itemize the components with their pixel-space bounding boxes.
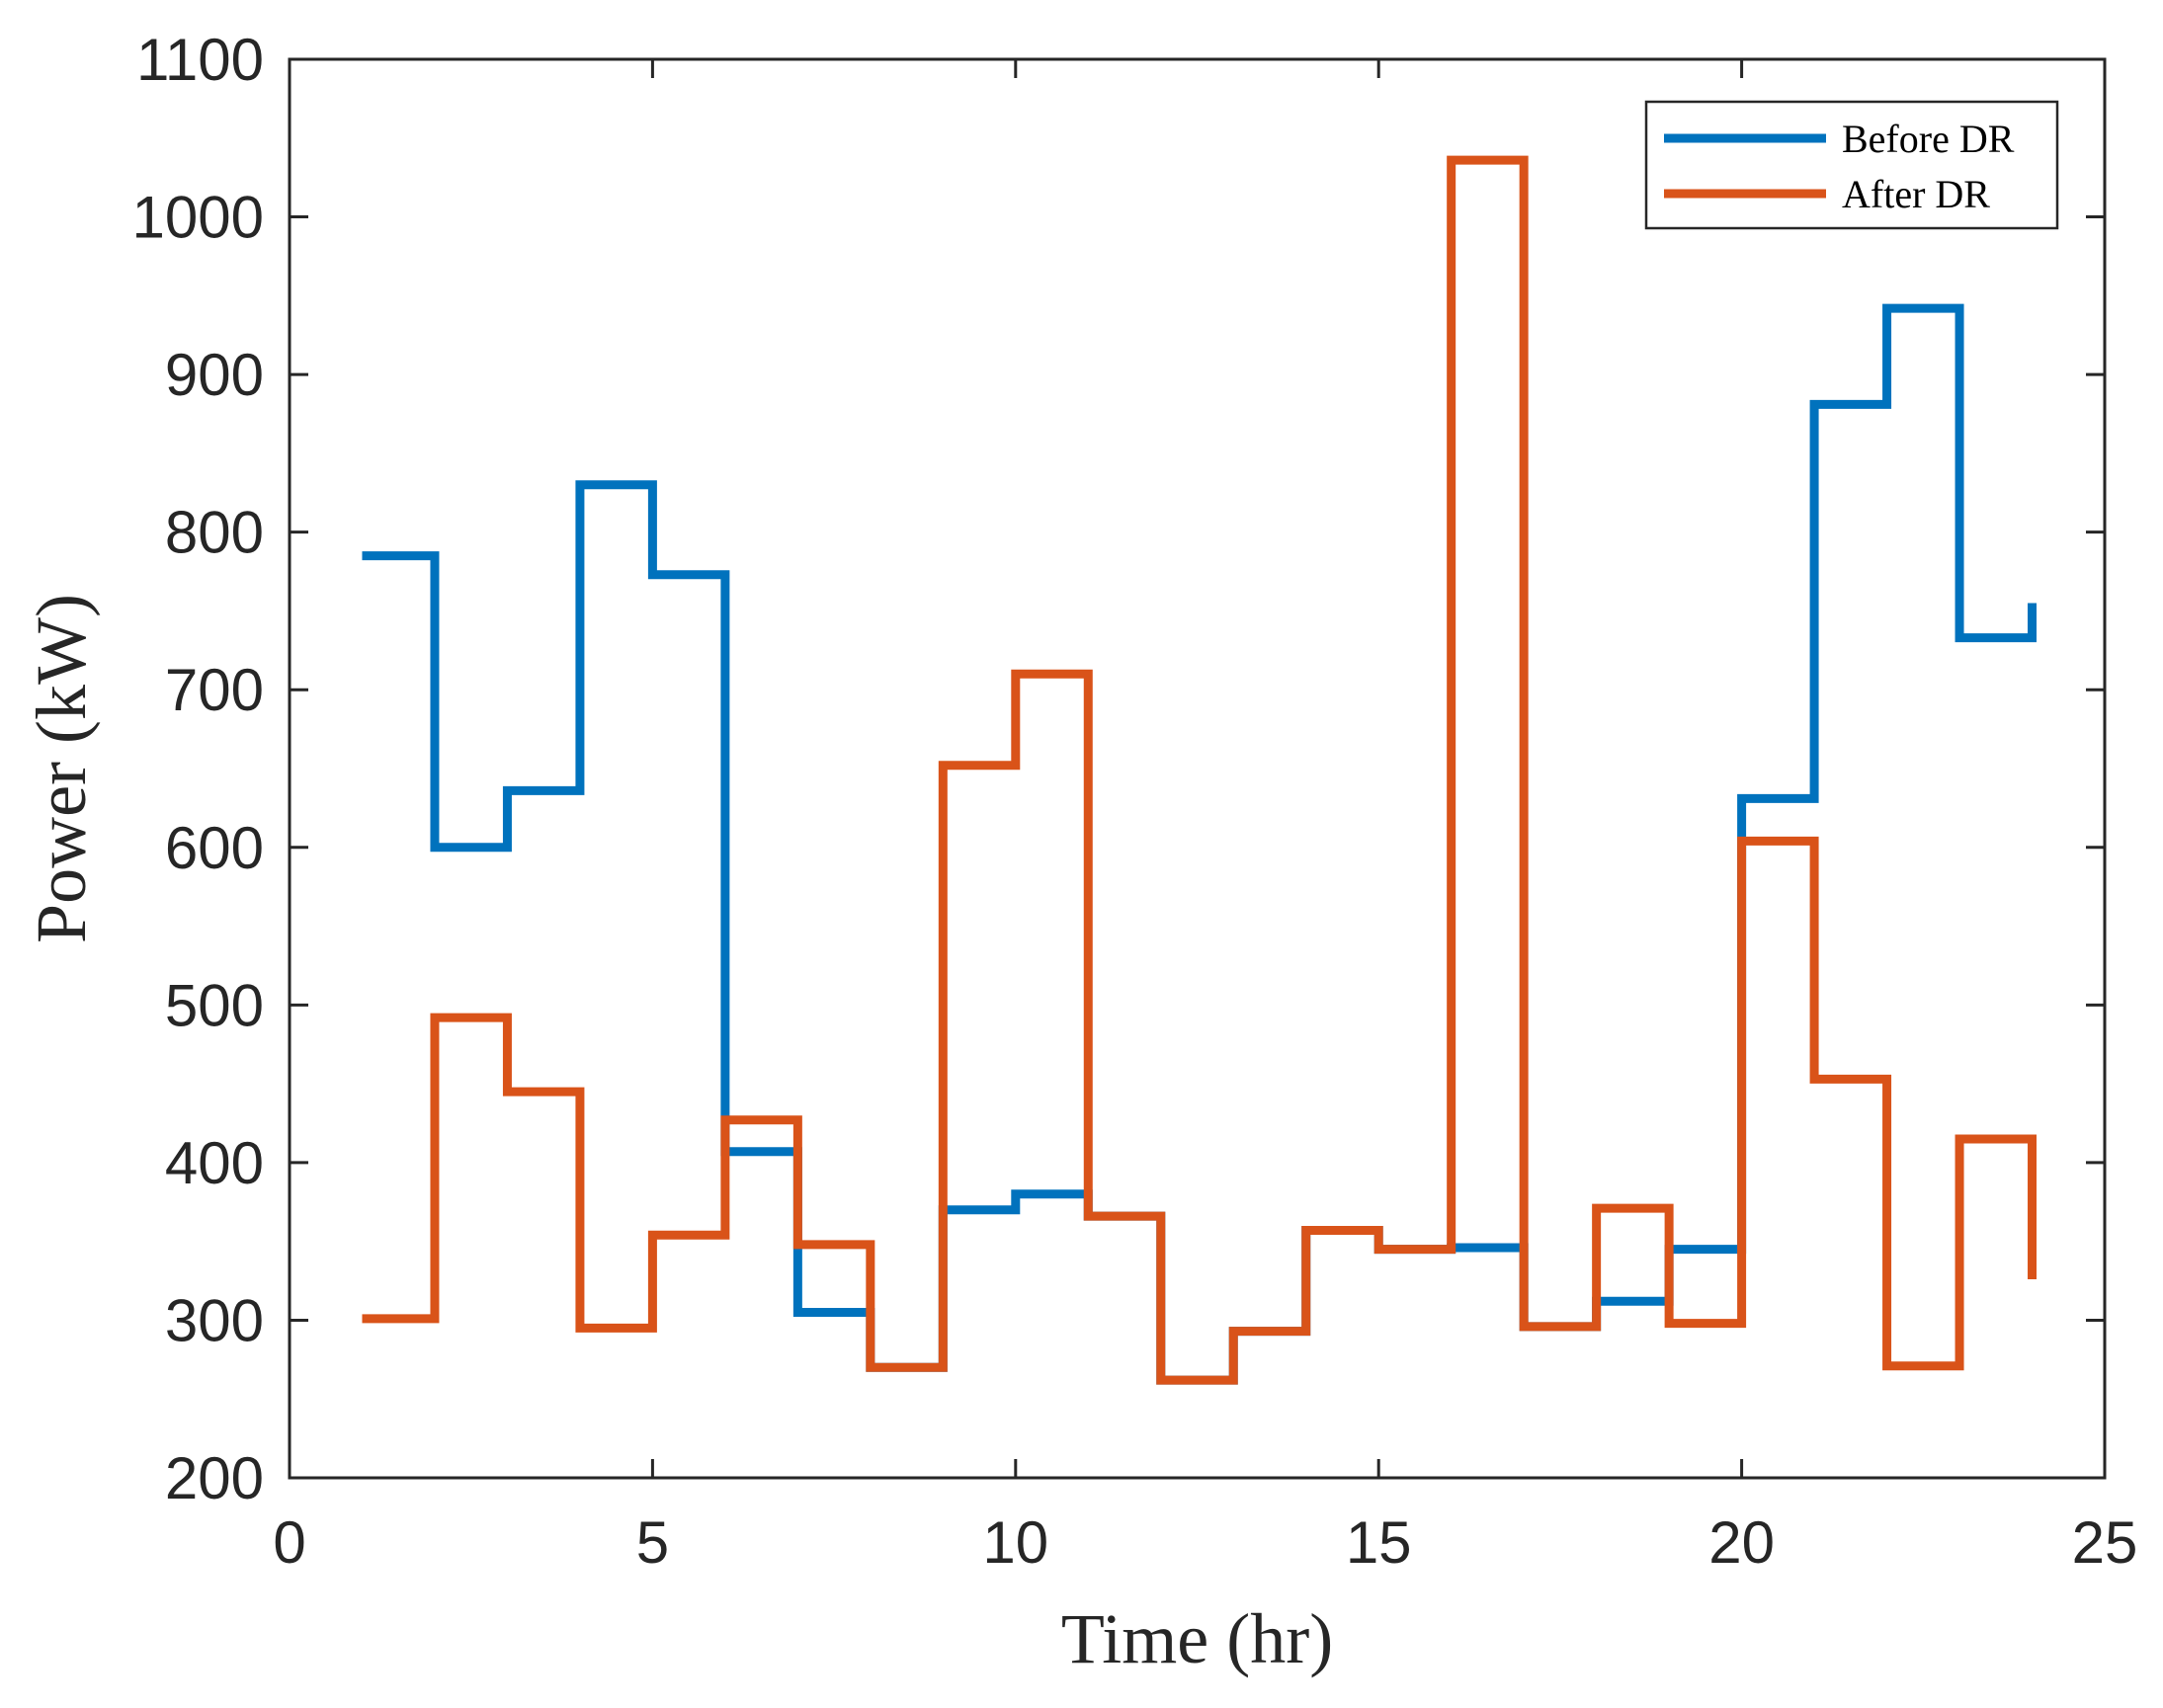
y-tick-label: 1100 (136, 27, 264, 93)
y-tick-label: 1000 (132, 185, 264, 251)
y-tick-label: 200 (165, 1445, 264, 1511)
series-line-after-dr (362, 155, 2038, 1385)
legend: Before DR After DR (1644, 100, 2059, 230)
y-axis-title: Power (kW) (22, 594, 101, 943)
x-tick-label: 0 (273, 1509, 305, 1576)
y-tick-label: 400 (165, 1130, 264, 1196)
legend-box (1644, 100, 2059, 230)
y-tick-label: 900 (165, 342, 264, 408)
y-tick-label: 600 (165, 815, 264, 881)
legend-label-after-dr: After DR (1842, 172, 1990, 216)
y-tick-label: 700 (165, 657, 264, 723)
x-tick-label: 5 (636, 1509, 669, 1576)
y-tick-label: 300 (165, 1287, 264, 1353)
x-axis-title: Time (hr) (1061, 1599, 1333, 1678)
x-tick-label: 20 (1708, 1509, 1775, 1576)
plot-frame (288, 57, 2107, 1480)
y-tick-label: 500 (165, 972, 264, 1038)
legend-label-before-dr: Before DR (1842, 117, 2015, 161)
x-tick-label: 10 (982, 1509, 1048, 1576)
tick-layer: 0 5 10 15 20 25 200 300 400 500 600 700 800 900 1000 11… (132, 27, 2138, 1576)
series-layer (362, 155, 2038, 1385)
x-tick-label: 15 (1346, 1509, 1412, 1576)
y-tick-label: 800 (165, 500, 264, 566)
x-tick-label: 25 (2072, 1509, 2138, 1576)
